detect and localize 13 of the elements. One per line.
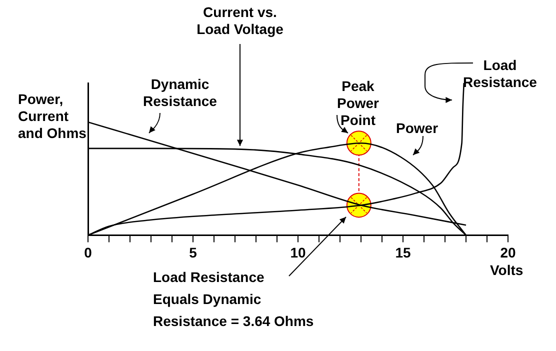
y-axis-title: Power, Current and Ohms <box>18 91 88 142</box>
annotation: Peak Power Point <box>336 78 380 129</box>
x-axis-title: Volts <box>490 262 524 279</box>
text: Load Resistance Equals Dynamic Resistance = 3.64 Ohms <box>153 268 314 331</box>
text: Current vs. Load Voltage <box>196 4 284 38</box>
x-tick-label: 15 <box>395 244 411 260</box>
text: Dynamic Resistance <box>142 76 218 110</box>
series-label: Power <box>396 120 438 137</box>
x-tick-label: 20 <box>500 244 516 260</box>
series-label: Load Resistance <box>462 57 538 91</box>
x-tick-label: 5 <box>189 244 198 260</box>
x-tick-label: 10 <box>290 244 306 260</box>
x-tick-label: 0 <box>84 244 92 260</box>
